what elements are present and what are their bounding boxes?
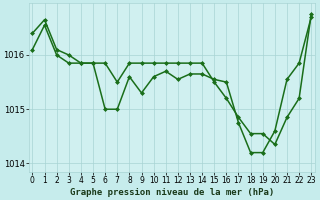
X-axis label: Graphe pression niveau de la mer (hPa): Graphe pression niveau de la mer (hPa) bbox=[70, 188, 274, 197]
